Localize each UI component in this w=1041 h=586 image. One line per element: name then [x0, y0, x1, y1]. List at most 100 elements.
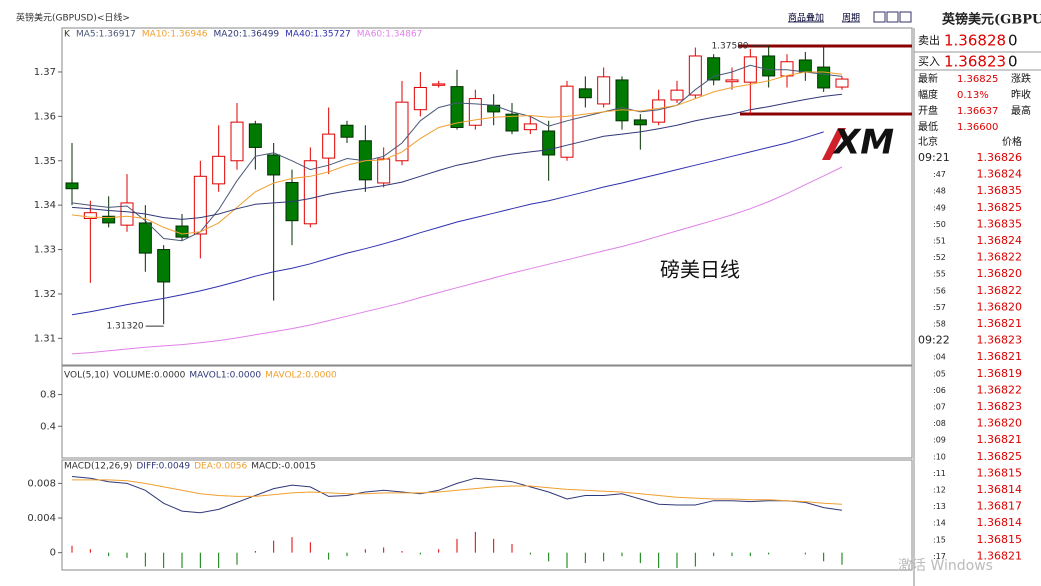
logo: XM	[822, 123, 894, 163]
tick-price: 1.36825	[977, 450, 1023, 463]
annotation: 1.31320	[106, 322, 143, 332]
macd-plot	[71, 476, 843, 568]
tick-price: 1.36821	[977, 433, 1023, 446]
tick-price: 1.36823	[977, 400, 1023, 413]
macd-panel	[61, 459, 913, 571]
quote-value: 0.13%	[957, 90, 989, 101]
candle-body	[468, 98, 482, 126]
quote-value: 1.36823	[944, 53, 1006, 71]
quote-extra: 涨跌	[1011, 72, 1031, 85]
y-tick-label: 1.37	[34, 67, 56, 78]
tick-price: 1.36824	[977, 234, 1023, 247]
tick-price: 1.36821	[977, 317, 1023, 330]
chart-caption: 磅美日线	[660, 258, 740, 282]
candle-body	[377, 158, 391, 184]
legend-entry: MA40:1.35727	[285, 30, 351, 40]
candle-body	[560, 85, 574, 158]
candle-body	[743, 56, 757, 83]
candle-body	[303, 160, 317, 225]
tick-price: 1.36822	[977, 383, 1023, 396]
tick-time: :12	[933, 486, 946, 495]
legend-entry: MACD:-0.0015	[251, 462, 316, 472]
y-tick-label: 0.4	[40, 421, 56, 432]
y-tick-label: 1.35	[34, 156, 56, 167]
tick-time: :57	[933, 303, 946, 312]
tick-price: 1.36814	[977, 516, 1023, 529]
candle-body	[230, 121, 244, 162]
overlay-button[interactable]: 商品叠加	[788, 12, 824, 24]
tick-time: :05	[933, 369, 946, 378]
legend-entry: MA60:1.34867	[357, 30, 423, 40]
tick-time: :04	[933, 353, 946, 362]
tick-time: :08	[933, 419, 946, 428]
tick-time: :14	[933, 519, 946, 528]
tick-time: :55	[933, 270, 946, 279]
candle-body	[157, 249, 171, 283]
candle-body	[615, 79, 629, 122]
candle-body	[523, 123, 537, 131]
candle-body	[835, 78, 849, 88]
tick-time: :52	[933, 253, 946, 262]
candle-body	[542, 130, 556, 156]
quote-extra: 最高	[1011, 104, 1031, 117]
candle-body	[450, 86, 464, 128]
legend-prefix: MACD(12,26,9)	[64, 462, 132, 472]
quote-label: 买入	[918, 55, 940, 68]
legend-entry: DEA:0.0056	[194, 462, 247, 472]
tick-time: :56	[933, 286, 946, 295]
quote-value: 1.36637	[957, 106, 998, 117]
tick-time: :47	[933, 170, 946, 179]
candle-body	[707, 57, 721, 81]
legend-entry: VOL(5,10)	[64, 371, 109, 381]
period-button[interactable]: 周期	[842, 13, 860, 24]
price-panel	[61, 27, 913, 366]
legend-entry: MA20:1.36499	[214, 30, 280, 40]
candle-body	[138, 222, 152, 254]
candle-body	[248, 123, 262, 148]
legend-entry: VOLUME:0.0000	[113, 371, 185, 381]
line	[72, 479, 843, 505]
tick-time: :51	[933, 237, 946, 246]
line	[71, 166, 843, 355]
quote-label: 卖出	[918, 33, 940, 47]
tick-price: 1.36815	[977, 466, 1023, 479]
tick-time: :06	[933, 386, 946, 395]
candle-body	[688, 55, 702, 96]
tick-time: :10	[933, 452, 946, 461]
candle-body	[267, 154, 281, 176]
tick-price: 1.36822	[977, 251, 1023, 264]
candle-body	[322, 133, 336, 159]
candle-body	[212, 155, 226, 185]
tick-time: 09:21	[918, 151, 950, 164]
candle-body	[505, 113, 519, 132]
tick-time: :50	[933, 220, 946, 229]
candle-body	[798, 59, 812, 73]
tick-price: 1.36820	[977, 417, 1023, 430]
y-tick-label: 0	[50, 548, 56, 559]
tick-time: :48	[933, 187, 946, 196]
y-tick-label: 1.33	[34, 245, 56, 256]
tick-price: 1.36824	[977, 168, 1023, 181]
quote-label: 开盘	[918, 104, 938, 117]
ticks-header: 价格	[1002, 135, 1022, 148]
tick-price: 1.36814	[977, 483, 1023, 496]
y-tick-label: 1.32	[34, 289, 56, 300]
candle-body	[817, 66, 831, 89]
tick-time: :11	[933, 469, 946, 478]
legend-entry: DIFF:0.0049	[136, 462, 190, 472]
tick-time: :09	[933, 436, 946, 445]
candle-body	[487, 104, 501, 113]
candle-body	[432, 83, 446, 86]
logo-text: XM	[832, 123, 894, 163]
candle-body	[670, 89, 684, 101]
quote-title: 英镑美元(GBPU	[941, 12, 1041, 28]
tick-price: 1.36835	[977, 184, 1023, 197]
quote-extra: 0	[1008, 32, 1018, 50]
y-tick-label: 1.31	[34, 333, 56, 344]
tick-time: :15	[933, 535, 946, 544]
toolbar-icons[interactable]	[873, 11, 912, 23]
candle-body	[340, 124, 354, 138]
tick-price: 1.36819	[977, 367, 1023, 380]
y-tick-label: 0.008	[27, 478, 56, 489]
chart-title: 英镑美元(GBPUSD)<日线>	[16, 12, 130, 24]
